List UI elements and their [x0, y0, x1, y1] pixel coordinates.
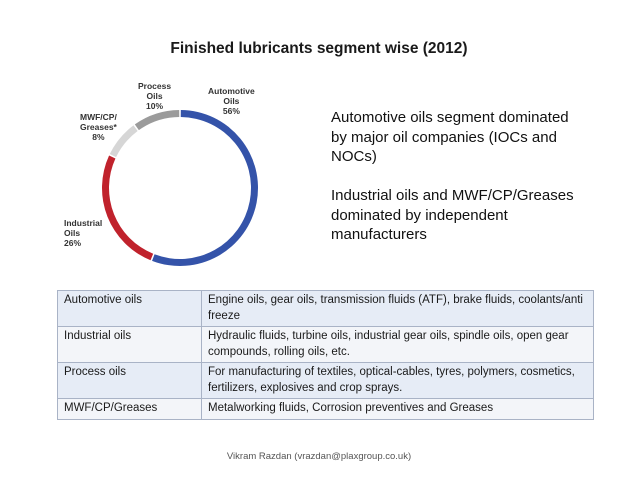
- table-cell-products: Hydraulic fluids, turbine oils, industri…: [201, 326, 594, 363]
- label-mwf: MWF/CP/ Greases* 8%: [80, 112, 117, 142]
- table-row: Industrial oils Hydraulic fluids, turbin…: [57, 326, 594, 363]
- donut-slice-industrial: [102, 155, 154, 261]
- label-automotive-line1: Automotive: [208, 86, 255, 96]
- donut-slice-process: [134, 110, 180, 131]
- donut-chart: [102, 110, 259, 267]
- label-automotive: Automotive Oils 56%: [208, 86, 255, 116]
- label-process-line2: Oils: [146, 91, 163, 101]
- table-cell-products: For manufacturing of textiles, optical-c…: [201, 362, 594, 399]
- table-row: Automotive oils Engine oils, gear oils, …: [57, 290, 594, 327]
- table-cell-segment: Automotive oils: [57, 290, 202, 327]
- label-mwf-line1: MWF/CP/: [80, 112, 117, 122]
- label-industrial: Industrial Oils 26%: [64, 218, 102, 248]
- slide-title: Finished lubricants segment wise (2012): [170, 40, 468, 57]
- label-industrial-line2: Oils: [64, 228, 81, 238]
- table-cell-segment: MWF/CP/Greases: [57, 398, 202, 420]
- description-automotive: Automotive oils segment dominated by maj…: [331, 109, 569, 165]
- table-cell-segment: Process oils: [57, 362, 202, 399]
- donut-slice-mwf: [109, 125, 138, 158]
- label-mwf-line2: Greases*: [80, 122, 117, 132]
- label-automotive-value: 56%: [222, 106, 240, 116]
- description-industrial: Industrial oils and MWF/CP/Greases domin…: [331, 187, 574, 243]
- label-industrial-line1: Industrial: [64, 218, 103, 228]
- table-row: MWF/CP/Greases Metalworking fluids, Corr…: [57, 398, 594, 420]
- table-cell-segment: Industrial oils: [57, 326, 202, 363]
- table-cell-products: Engine oils, gear oils, transmission flu…: [201, 290, 594, 327]
- label-process-value: 10%: [146, 101, 164, 111]
- table-row: Process oils For manufacturing of textil…: [57, 362, 594, 399]
- table-cell-products: Metalworking fluids, Corrosion preventiv…: [201, 398, 594, 420]
- label-mwf-value: 8%: [92, 132, 105, 142]
- footer-credit: Vikram Razdan (vrazdan@plaxgroup.co.uk): [226, 451, 412, 462]
- label-process-line1: Process: [138, 81, 172, 91]
- label-industrial-value: 26%: [64, 238, 82, 248]
- segment-table: Automotive oils Engine oils, gear oils, …: [57, 290, 594, 420]
- label-process: Process Oils 10%: [138, 81, 171, 111]
- donut-slice-automotive: [152, 110, 259, 267]
- label-automotive-line2: Oils: [223, 96, 240, 106]
